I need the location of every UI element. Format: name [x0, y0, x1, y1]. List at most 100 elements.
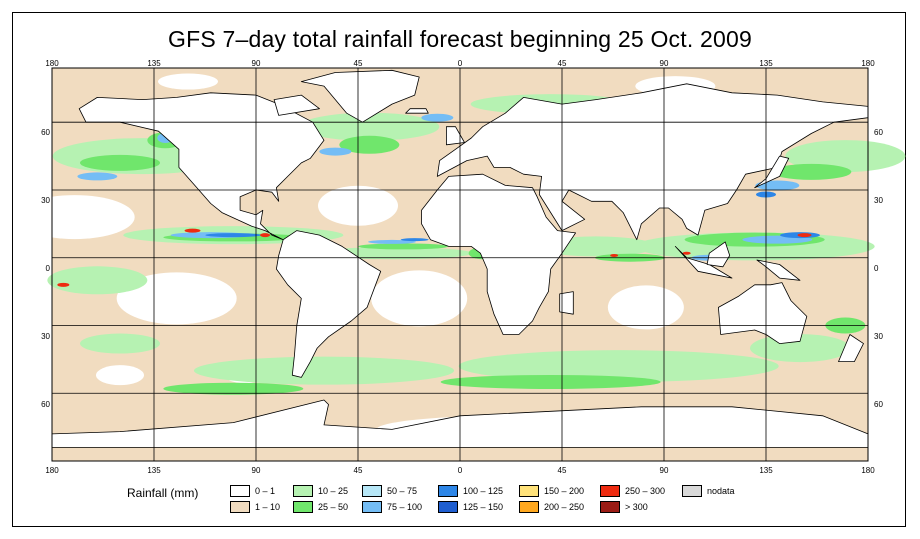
lat-tick-right-60n: 60: [874, 128, 883, 137]
legend-label: 25 – 50: [318, 502, 349, 512]
lon-tick-top-180w: 180: [45, 59, 59, 68]
dry-ocean-region: [371, 270, 468, 327]
moderate-rain-band: [750, 334, 850, 363]
legend-label: 150 – 200: [544, 486, 585, 496]
figure-frame: [12, 12, 906, 527]
legend-label: > 300: [625, 502, 648, 512]
legend-swatch: [438, 501, 458, 513]
legend-item-75-100: 75 – 100: [362, 501, 422, 513]
lon-tick-top-135e: 135: [759, 59, 773, 68]
lon-tick-bottom-135w: 135: [147, 466, 161, 475]
lon-tick-bottom-180e: 180: [861, 466, 875, 475]
legend-item-10-25: 10 – 25: [293, 485, 348, 497]
landmass-borneo: [706, 241, 731, 268]
graticule: [52, 68, 868, 461]
peak-rain-spot: [610, 253, 619, 257]
heavy-rain-area: [163, 382, 304, 395]
legend-swatch: [293, 501, 313, 513]
lon-tick-bottom-180w: 180: [45, 466, 59, 475]
legend-title: Rainfall (mm): [127, 486, 199, 500]
legend-label: 0 – 1: [255, 486, 276, 496]
lon-tick-bottom-90e: 90: [659, 466, 669, 475]
landmass-new-zealand: [838, 334, 864, 363]
legend-item-250-300: 250 – 300: [600, 485, 665, 497]
peak-rain-spot: [682, 251, 691, 255]
very-heavy-rain-area: [77, 172, 118, 181]
very-heavy-rain-area: [421, 113, 454, 122]
moderate-rain-band: [458, 350, 779, 383]
heavy-rain-area: [440, 374, 661, 389]
legend-swatch: [362, 485, 382, 497]
landmass-baffin-island: [273, 94, 320, 116]
lat-tick-left-0: 0: [45, 264, 50, 273]
legend-swatch: [230, 485, 250, 497]
lat-tick-left-60n: 60: [41, 128, 50, 137]
lat-tick-right-60s: 60: [874, 400, 883, 409]
legend-item-150-200: 150 – 200: [519, 485, 584, 497]
dry-ocean-region: [14, 195, 135, 240]
extreme-rain-area: [205, 233, 262, 238]
landmass-madagascar: [559, 291, 574, 315]
legend-swatch: [600, 485, 620, 497]
peak-rain-spot: [57, 282, 70, 287]
legend-label: 50 – 75: [387, 486, 418, 496]
legend-label: 100 – 125: [463, 486, 504, 496]
legend-swatch: [438, 485, 458, 497]
heavy-rain-area: [771, 163, 852, 180]
legend-label: 250 – 300: [625, 486, 666, 496]
lon-tick-top-45e: 45: [557, 59, 567, 68]
legend-label: nodata: [707, 486, 735, 496]
legend-label: 200 – 250: [544, 502, 585, 512]
map-title: GFS 7–day total rainfall forecast beginn…: [168, 26, 752, 52]
landmass-europe-asia: [436, 83, 869, 241]
legend-swatch: [682, 485, 702, 497]
extreme-rain-area: [400, 238, 429, 242]
map-border: [51, 67, 869, 462]
legend-item-0-1: 0 – 1: [230, 485, 275, 497]
legend-swatch: [600, 501, 620, 513]
very-heavy-rain-area: [368, 239, 416, 244]
landmass-south-america: [275, 230, 382, 378]
moderate-rain-band: [299, 112, 440, 141]
legend-item-50-75: 50 – 75: [362, 485, 417, 497]
lon-tick-bottom-135e: 135: [759, 466, 773, 475]
legend-item-25-50: 25 – 50: [293, 501, 348, 513]
legend-swatch: [362, 501, 382, 513]
legend-label: 125 – 150: [463, 502, 504, 512]
peak-rain-spot: [797, 233, 812, 238]
moderate-rain-band: [80, 333, 160, 354]
dry-ocean-region: [96, 365, 144, 386]
lon-tick-bottom-90w: 90: [251, 466, 261, 475]
legend-item-200-250: 200 – 250: [519, 501, 584, 513]
lat-tick-right-30n: 30: [874, 196, 883, 205]
heavy-rain-area: [339, 135, 400, 154]
heavy-rain-area: [358, 243, 449, 250]
legend-label: 1 – 10: [255, 502, 281, 512]
landmass-north-america: [78, 92, 325, 241]
peak-rain-spot: [184, 228, 201, 233]
lat-tick-right-0: 0: [874, 264, 879, 273]
legend-swatch: [230, 501, 250, 513]
lon-tick-top-90e: 90: [659, 59, 669, 68]
landmass-japan: [754, 155, 790, 189]
legend-swatch: [519, 501, 539, 513]
lon-tick-top-180e: 180: [861, 59, 875, 68]
landmass-iceland: [405, 108, 429, 114]
dry-ocean-region: [607, 285, 684, 330]
lon-tick-top-45w: 45: [353, 59, 363, 68]
lat-tick-right-30s: 30: [874, 332, 883, 341]
moderate-rain-band: [47, 266, 148, 295]
legend-label: 75 – 100: [387, 502, 423, 512]
legend-item-nodata: nodata: [682, 485, 735, 497]
lon-tick-bottom-0: 0: [457, 466, 463, 475]
lat-tick-left-60s: 60: [41, 400, 50, 409]
legend-swatch: [293, 485, 313, 497]
lat-tick-left-30s: 30: [41, 332, 50, 341]
moderate-rain-band: [194, 356, 454, 385]
very-heavy-rain-area: [319, 147, 352, 156]
lon-tick-top-90w: 90: [251, 59, 261, 68]
lon-tick-top-135w: 135: [147, 59, 161, 68]
legend-item-1-10: 1 – 10: [230, 501, 280, 513]
legend-swatch: [519, 485, 539, 497]
